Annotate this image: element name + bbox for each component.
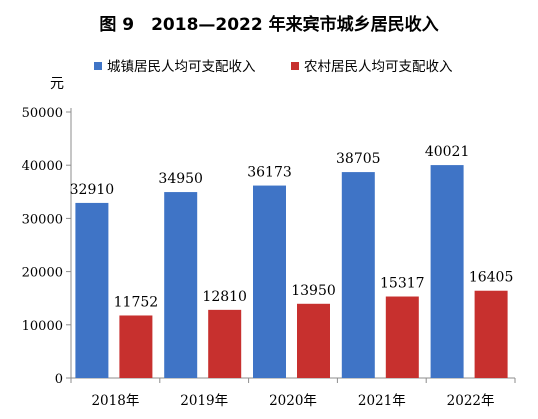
bar-rural-3 — [297, 303, 330, 378]
y-tick-label: 50000 — [22, 106, 63, 121]
legend-label-1: 城镇居民人均可支配收入 — [107, 59, 256, 75]
bar-urban-2 — [164, 192, 198, 378]
bar-urban-1 — [75, 202, 109, 378]
x-tick-label: 2022年 — [447, 393, 495, 409]
bar-rural-2 — [208, 309, 242, 378]
data-label-rural-3: 13950 — [291, 283, 336, 299]
data-label-urban-1: 32910 — [70, 182, 115, 198]
bar-urban-5 — [430, 165, 464, 378]
legend-swatch-1 — [94, 62, 102, 70]
x-tick-label: 2020年 — [269, 393, 317, 409]
x-tick-label: 2021年 — [358, 393, 406, 409]
bar-urban-4 — [341, 172, 375, 378]
data-label-urban-3: 36173 — [247, 165, 292, 181]
x-tick-label: 2019年 — [180, 393, 228, 409]
data-label-urban-2: 34950 — [158, 171, 203, 187]
bar-urban-3 — [253, 185, 286, 378]
legend-label-2: 农村居民人均可支配收入 — [304, 59, 453, 75]
bar-rural-1 — [119, 315, 153, 378]
legend-swatch-2 — [291, 62, 299, 70]
y-tick-label: 10000 — [22, 319, 63, 334]
y-tick-label: 0 — [55, 372, 63, 387]
data-label-rural-1: 11752 — [114, 294, 159, 310]
y-tick-label: 20000 — [22, 266, 63, 281]
y-axis-unit-label: 元 — [50, 76, 64, 92]
data-label-rural-4: 15317 — [380, 276, 425, 292]
data-label-rural-2: 12810 — [202, 289, 247, 305]
bar-rural-4 — [385, 296, 419, 378]
data-label-urban-5: 40021 — [425, 144, 470, 160]
x-tick-label: 2018年 — [91, 393, 139, 409]
y-tick-label: 30000 — [22, 212, 63, 227]
data-label-urban-4: 38705 — [336, 151, 381, 167]
data-label-rural-5: 16405 — [469, 270, 514, 286]
chart-title: 图 9 2018—2022 年来宾市城乡居民收入 — [99, 15, 439, 35]
y-tick-label: 40000 — [22, 159, 63, 174]
bar-rural-5 — [474, 290, 508, 378]
